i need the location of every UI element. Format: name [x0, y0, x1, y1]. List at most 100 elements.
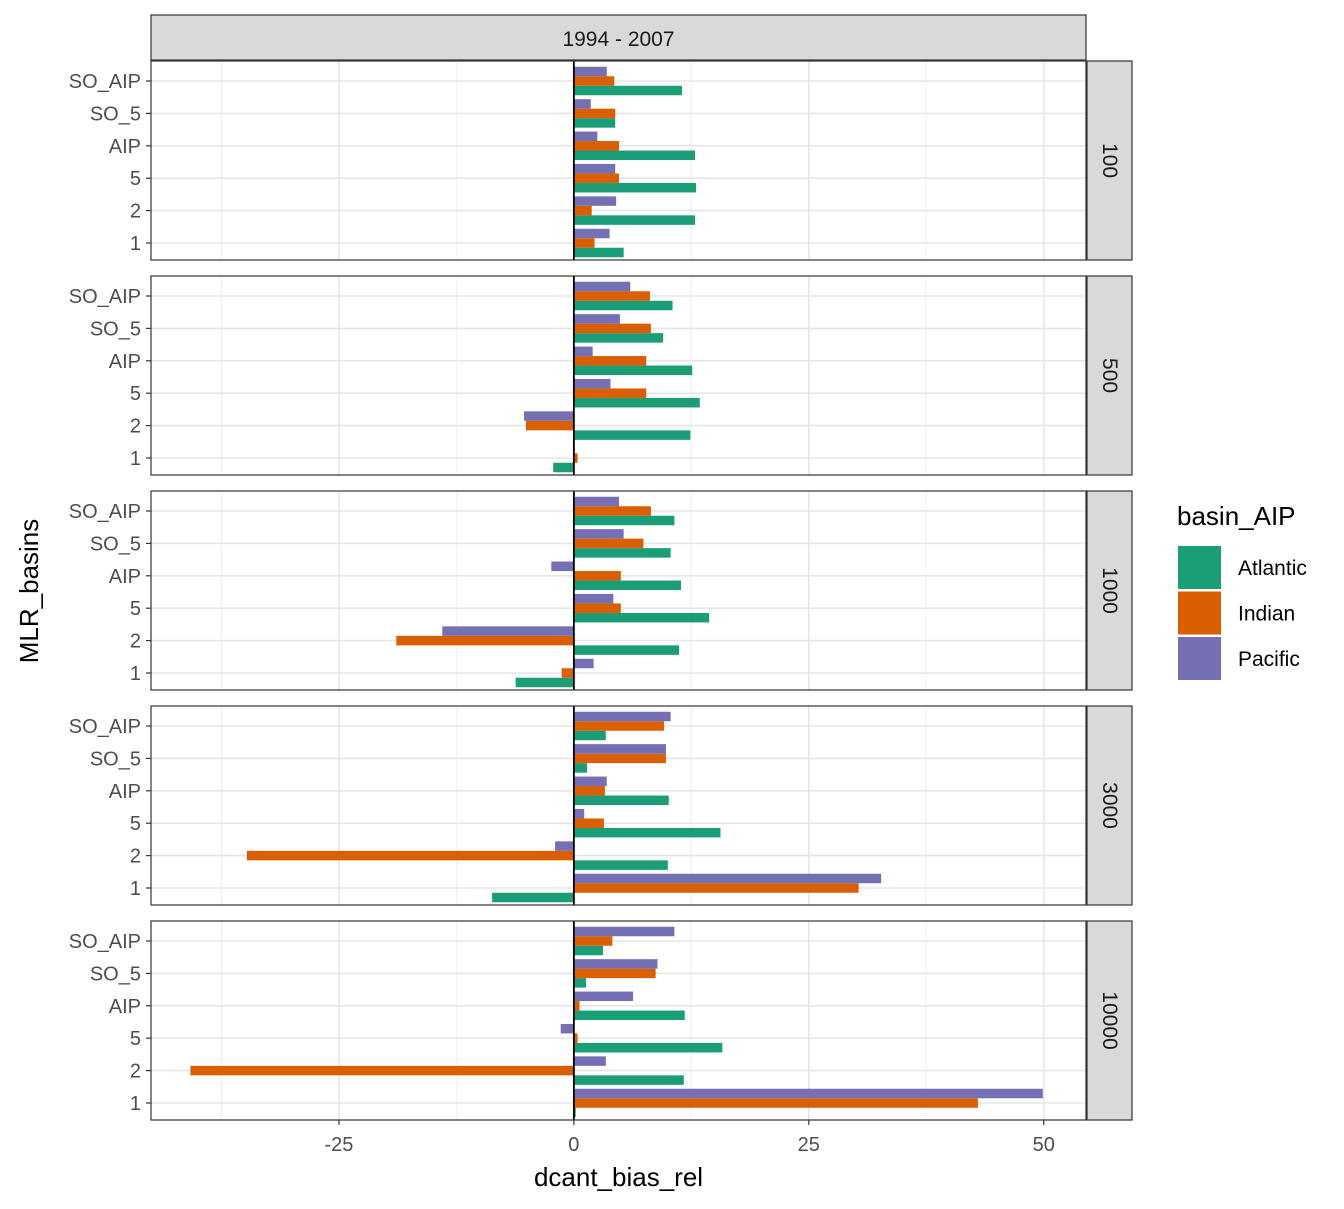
bar-1000-indian-aip — [573, 571, 621, 581]
row-strip-label: 500 — [1098, 358, 1121, 393]
panel-border — [150, 60, 1087, 261]
y-tick-label: SO_AIP — [69, 501, 141, 523]
bar-100-pacific-so_aip — [573, 66, 607, 77]
y-tick-label: AIP — [109, 566, 141, 588]
bar-500-pacific-5 — [573, 378, 611, 389]
legend-item-indian: Indian — [1178, 591, 1295, 635]
y-tick-label: SO_AIP — [69, 71, 141, 93]
x-tick-label: 0 — [568, 1134, 579, 1156]
bar-3000-indian-aip — [573, 786, 605, 796]
y-tick-label: SO_5 — [90, 533, 141, 555]
row-strip — [1086, 490, 1133, 691]
bar-500-indian-5 — [573, 388, 647, 398]
panel-1000: SO_AIP SO_5 AIP 5 2 1 1000 — [69, 490, 1133, 691]
y-tick-label: 5 — [130, 168, 141, 190]
y-tick-label: 1 — [130, 878, 141, 900]
y-tick-label: 2 — [130, 1061, 141, 1083]
column-strip — [150, 14, 1087, 61]
bar-500-pacific-aip — [573, 346, 593, 357]
bar-3000-atlantic-5 — [573, 827, 721, 838]
bar-1000-pacific-2 — [442, 626, 574, 636]
bar-1000-indian-2 — [396, 635, 574, 646]
y-tick-label: 2 — [130, 201, 141, 223]
row-strip-label: 10000 — [1098, 991, 1121, 1049]
panel-border — [150, 705, 1087, 906]
x-axis-title: dcant_bias_rel — [534, 1162, 703, 1192]
bar-100-indian-aip — [573, 141, 619, 151]
bar-1000-atlantic-1 — [515, 677, 574, 688]
bar-1000-indian-5 — [573, 603, 621, 613]
bar-10000-indian-2 — [190, 1065, 574, 1076]
bar-3000-atlantic-so_5 — [573, 763, 588, 773]
bar-3000-pacific-aip — [573, 776, 607, 787]
y-tick-label: SO_5 — [90, 748, 141, 770]
bar-500-indian-so_aip — [573, 291, 650, 301]
panel-500: SO_AIP SO_5 AIP 5 2 1 500 — [69, 275, 1133, 476]
row-strip-label: 100 — [1098, 143, 1121, 178]
bar-100-atlantic-so_aip — [573, 85, 682, 96]
bar-500-indian-so_5 — [573, 323, 651, 334]
bar-3000-pacific-2 — [555, 841, 574, 851]
bar-3000-indian-1 — [573, 883, 859, 893]
legend-swatch — [1178, 546, 1221, 589]
x-axis: -25 0 25 50 — [324, 1120, 1055, 1156]
y-tick-label: AIP — [109, 996, 141, 1018]
bar-10000-atlantic-5 — [573, 1042, 723, 1053]
bar-3000-atlantic-so_aip — [573, 730, 606, 741]
y-tick-label: AIP — [109, 781, 141, 803]
bar-3000-atlantic-aip — [573, 795, 669, 806]
bar-500-pacific-2 — [524, 411, 574, 421]
bar-100-indian-so_5 — [573, 108, 616, 119]
panel-background — [151, 706, 1086, 905]
bar-10000-atlantic-1 — [573, 1107, 576, 1118]
bar-100-atlantic-aip — [573, 150, 696, 161]
bar-100-pacific-aip — [573, 131, 598, 142]
row-strip — [1086, 60, 1133, 261]
panel-border — [150, 920, 1087, 1121]
bar-500-indian-aip — [573, 356, 647, 366]
bar-1000-atlantic-5 — [573, 612, 710, 623]
row-strip — [1086, 920, 1133, 1121]
bar-100-indian-2 — [573, 205, 592, 216]
legend-label: Indian — [1238, 603, 1295, 626]
x-tick-label: 50 — [1033, 1134, 1055, 1156]
bar-10000-pacific-aip — [573, 991, 634, 1002]
y-tick-label: AIP — [109, 351, 141, 373]
bar-100-indian-so_aip — [573, 76, 615, 86]
panel-3000: SO_AIP SO_5 AIP 5 2 1 3000 — [69, 705, 1133, 906]
y-tick-label: AIP — [109, 136, 141, 158]
legend-title: basin_AIP — [1177, 501, 1296, 531]
y-tick-label: 5 — [130, 598, 141, 620]
panel-background — [151, 921, 1086, 1120]
bar-500-atlantic-2 — [573, 430, 691, 440]
y-tick-label: 1 — [130, 448, 141, 470]
bar-3000-indian-so_aip — [573, 721, 665, 731]
bar-10000-pacific-so_5 — [573, 959, 658, 969]
y-tick-label: 2 — [130, 631, 141, 653]
panels-layer: SO_AIPSO_5AIP521100SO_AIPSO_5AIP521500SO… — [69, 60, 1133, 1121]
bar-3000-atlantic-1 — [492, 892, 574, 903]
y-tick-label: 5 — [130, 1028, 141, 1050]
legend-item-pacific: Pacific — [1178, 637, 1300, 680]
bar-100-atlantic-1 — [573, 247, 624, 258]
bar-10000-indian-5 — [573, 1033, 578, 1043]
panel-100: SO_AIP SO_5 AIP 5 2 1 100 — [69, 60, 1133, 261]
bar-3000-indian-2 — [246, 850, 574, 861]
row-strip-label: 1000 — [1098, 567, 1121, 614]
bar-10000-pacific-2 — [573, 1056, 606, 1066]
bar-1000-atlantic-so_5 — [573, 548, 671, 558]
bar-500-indian-2 — [525, 420, 574, 431]
bar-1000-indian-1 — [561, 668, 574, 678]
legend-label: Atlantic — [1238, 557, 1307, 580]
bar-10000-atlantic-2 — [573, 1075, 684, 1085]
bar-100-atlantic-5 — [573, 182, 697, 193]
legend: basin_AIP Atlantic Indian Pacific — [1177, 501, 1307, 680]
bar-100-indian-5 — [573, 173, 619, 183]
bar-10000-pacific-so_aip — [573, 926, 675, 937]
legend-swatch — [1178, 637, 1221, 680]
bar-10000-pacific-5 — [560, 1023, 574, 1034]
bar-500-indian-1 — [573, 453, 578, 463]
bar-500-atlantic-so_aip — [573, 300, 673, 311]
y-tick-label: 1 — [130, 233, 141, 255]
